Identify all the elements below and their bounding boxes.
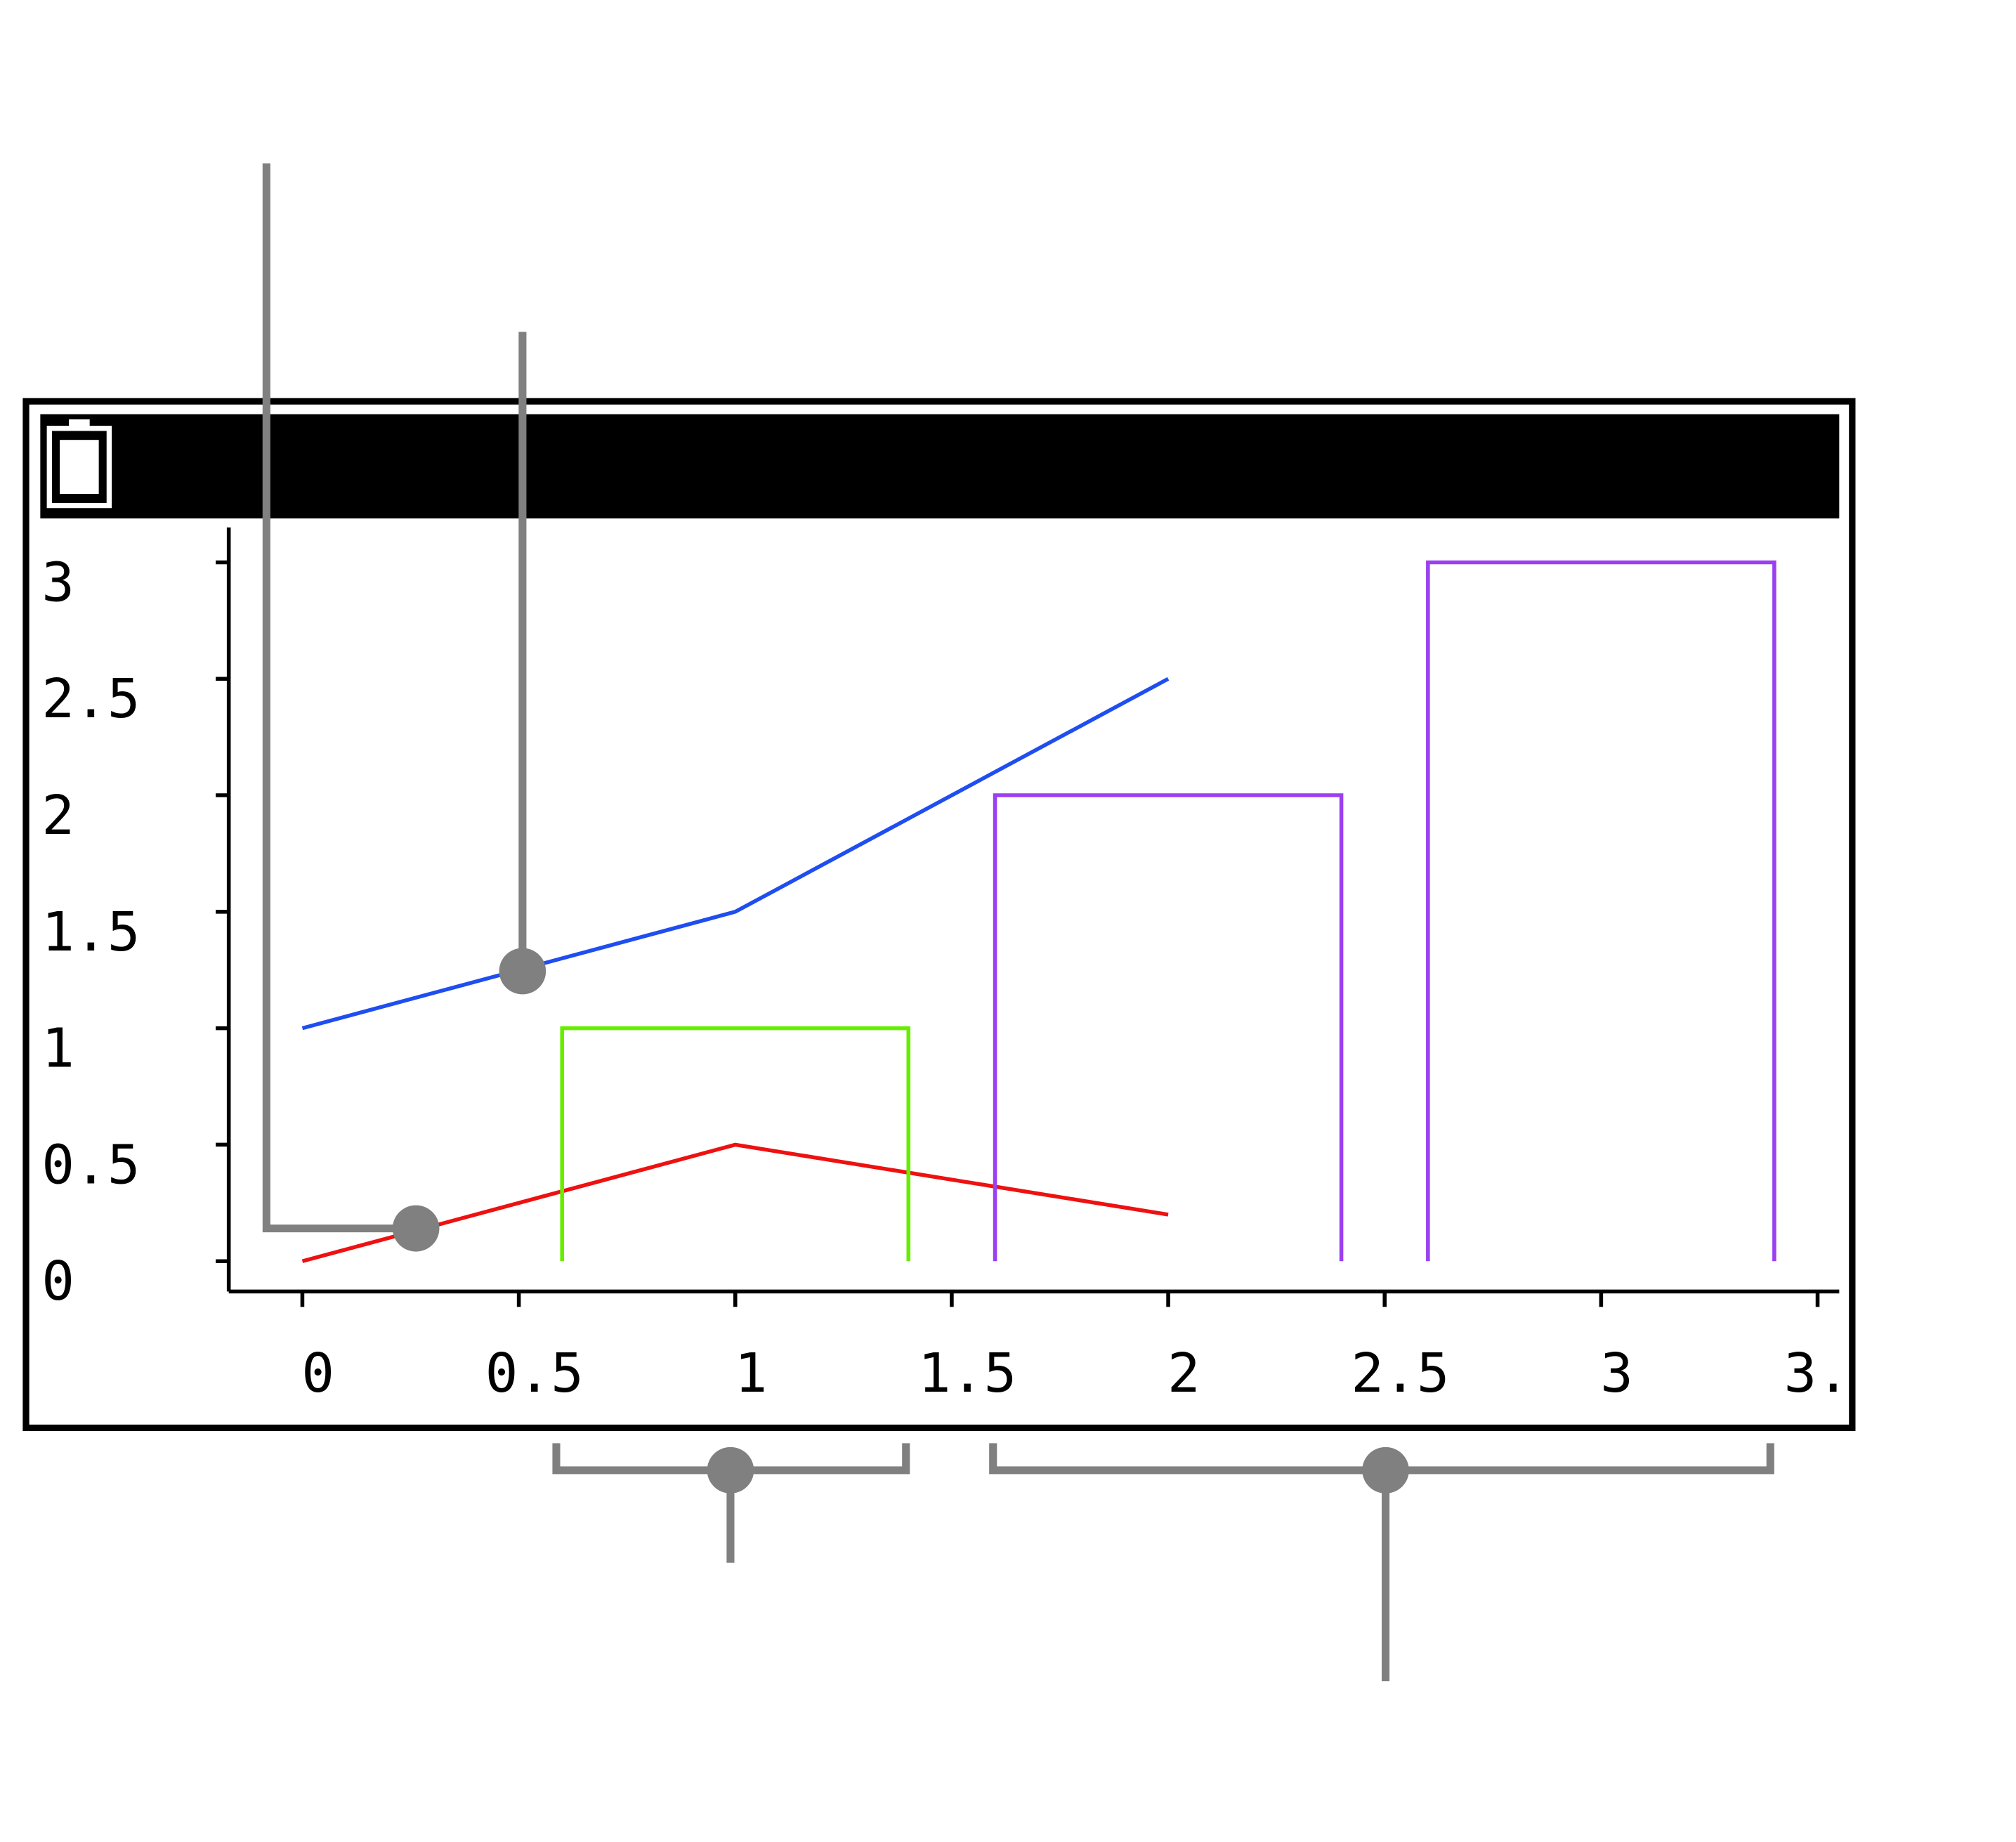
callout-dot <box>1362 1446 1409 1494</box>
x-tick-label: 0.5 <box>485 1343 584 1406</box>
battery-icon <box>46 419 112 509</box>
bar <box>993 793 1344 1262</box>
x-tick-label: 1.5 <box>918 1343 1016 1406</box>
y-tick-label: 1.5 <box>41 901 140 964</box>
plot-area: 0 0.5 1 1.5 2 2.5 3 <box>41 551 1820 1314</box>
callouts <box>262 163 1774 1682</box>
callout-dot <box>392 1205 440 1252</box>
y-tick-label: 1 <box>41 1017 74 1080</box>
bar <box>1426 560 1776 1262</box>
x-tick-label: 3 <box>1600 1343 1633 1406</box>
y-tick-label: 3 <box>41 551 74 615</box>
x-tick-label: 3.5 <box>1784 1343 1883 1406</box>
y-tick-label: 0.5 <box>41 1134 140 1197</box>
callout-line <box>262 163 417 1233</box>
data-line <box>301 1142 1169 1263</box>
data-line <box>301 677 1170 1031</box>
y-tick-label: 2 <box>41 784 74 847</box>
x-tick-label: 0 <box>301 1343 334 1406</box>
y-tick-label: 2.5 <box>41 668 140 731</box>
x-tick-labels: 0 0.5 1 1.5 2 2.5 3 3.5 <box>301 1343 1883 1406</box>
bar <box>560 1026 911 1262</box>
calculator-screen <box>22 398 1856 1431</box>
callout-dot <box>707 1446 754 1494</box>
callout-dot <box>499 948 546 995</box>
x-tick-label: 2 <box>1167 1343 1200 1406</box>
status-bar <box>40 414 1840 518</box>
x-tick-label: 1 <box>735 1343 768 1406</box>
callout-dots <box>392 948 1409 1494</box>
x-tick-label: 2.5 <box>1351 1343 1449 1406</box>
y-tick-label: 0 <box>41 1250 74 1314</box>
